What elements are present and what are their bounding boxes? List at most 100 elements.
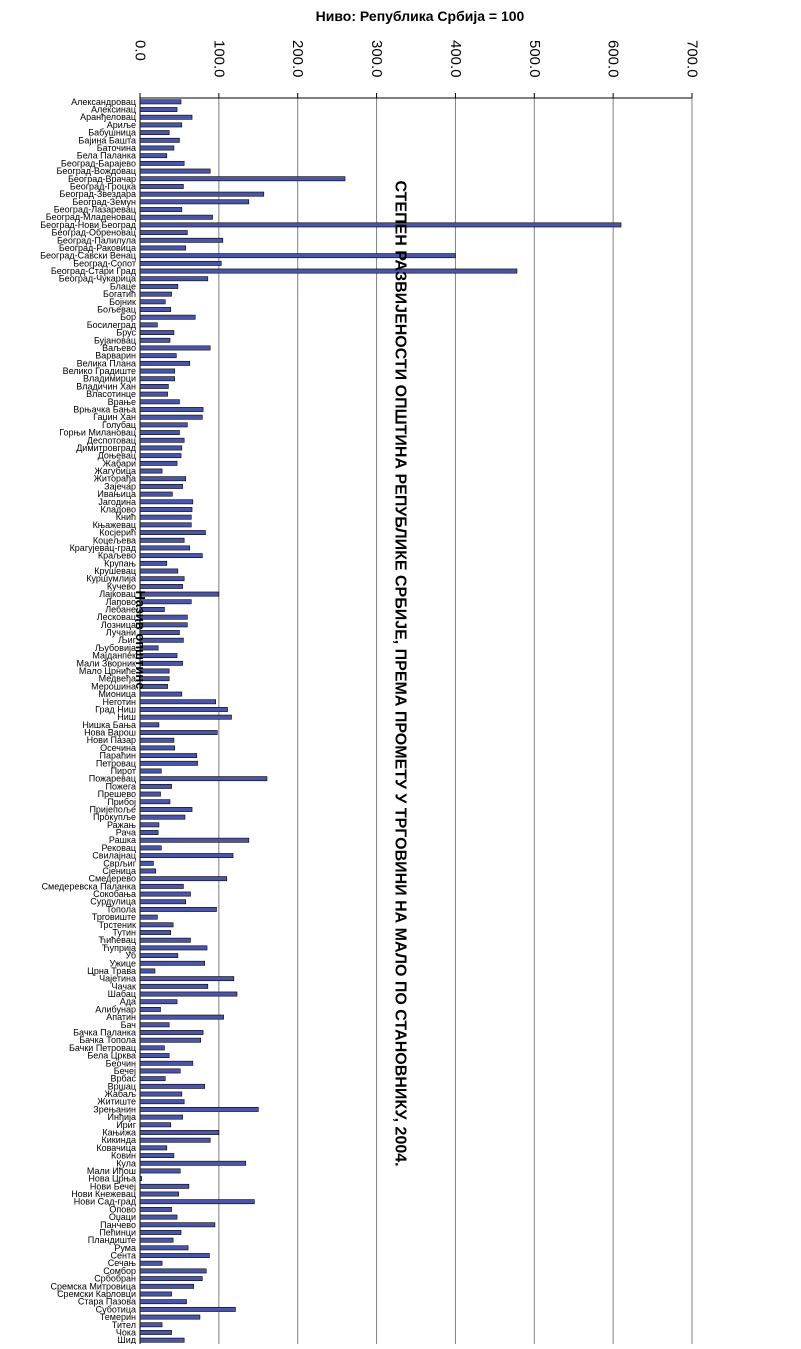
y-tick-label: Нова Варош	[84, 728, 136, 738]
bar	[139, 1053, 170, 1058]
y-tick-label: Куршумлија	[86, 574, 136, 584]
bar	[139, 645, 159, 651]
y-tick-label: Аранђеловац	[80, 112, 136, 122]
bar	[139, 1260, 163, 1266]
bar	[139, 1306, 236, 1312]
y-tick-label: Београд-Звездара	[59, 189, 136, 199]
bar	[139, 730, 218, 735]
y-tick-label: Љубовија	[95, 643, 136, 653]
bar	[139, 453, 182, 459]
y-tick-label: Бечеј	[114, 1066, 136, 1076]
x-tick-label: 700.0	[684, 40, 701, 78]
bar	[139, 160, 185, 166]
y-tick-label: Темерин	[100, 1312, 136, 1322]
y-tick-label: Београд-Палилула	[57, 235, 136, 245]
y-tick-label: Жабари	[103, 458, 136, 468]
y-tick-label: Црна Трава	[87, 966, 136, 976]
bar	[139, 445, 183, 451]
bar	[139, 699, 217, 705]
bar	[139, 1076, 166, 1082]
y-tick-label: Параћин	[100, 751, 137, 761]
y-tick-label: Бајина Башта	[78, 135, 136, 145]
y-tick-label: Топола	[106, 904, 136, 914]
bar	[139, 299, 166, 305]
y-tick-label: Вршац	[108, 1081, 136, 1091]
y-tick-label: Богатић	[103, 289, 136, 299]
bar	[139, 507, 193, 512]
y-tick-label: Ковачица	[96, 1143, 136, 1153]
y-tick-label: Брус	[116, 328, 136, 338]
bar	[139, 483, 183, 489]
bar	[139, 1199, 255, 1205]
bar	[139, 337, 171, 343]
bar	[139, 1037, 202, 1043]
bar	[139, 1322, 163, 1328]
y-tick-label: Београд-Стари Град	[51, 266, 137, 276]
y-tick-label: Тутин	[112, 928, 136, 938]
bar	[139, 860, 154, 866]
y-tick-label: Београд-Младеновац	[46, 212, 136, 222]
bar	[139, 799, 171, 805]
bar	[139, 199, 250, 205]
y-tick-label: Жабаљ	[104, 1089, 136, 1099]
y-tick-label: Сечањ	[108, 1258, 136, 1268]
y-tick-label: Крупањ	[104, 558, 136, 568]
y-tick-label: Шид	[117, 1335, 136, 1344]
bar	[139, 145, 175, 151]
y-tick-label: Сента	[110, 1251, 136, 1261]
y-tick-label: Владичин Хан	[76, 381, 136, 391]
y-tick-label: Бојник	[109, 297, 136, 307]
y-tick-label: Бабушница	[88, 128, 136, 138]
bar	[139, 122, 183, 128]
bar	[139, 460, 178, 466]
y-tick-label: Суботица	[96, 1304, 136, 1314]
y-tick-label: Сремска Митровица	[51, 1281, 136, 1291]
y-tick-label: Кладово	[101, 504, 136, 514]
y-tick-label: Лајковац	[99, 589, 136, 599]
y-tick-label: Кањижа	[102, 1127, 136, 1137]
y-tick-label: Ириг	[116, 1120, 137, 1130]
y-tick-label: Нови Пазар	[87, 735, 136, 745]
bar	[139, 222, 622, 228]
y-tick-label: Кучево	[107, 581, 136, 591]
bar	[139, 1237, 174, 1243]
bar	[139, 922, 174, 928]
bar	[139, 1337, 185, 1343]
y-tick-label: Сврљиг	[103, 858, 136, 868]
y-tick-label: Београд-Земун	[72, 197, 136, 207]
bar	[139, 1276, 203, 1282]
y-tick-label: Београд-Сопот	[73, 258, 136, 268]
bar	[139, 622, 188, 628]
bar	[139, 468, 163, 474]
y-tick-label: Бачка Топола	[79, 1035, 136, 1045]
bar	[139, 930, 172, 935]
bar	[139, 945, 208, 951]
bar	[139, 760, 198, 766]
bar	[139, 753, 198, 759]
y-tick-label: Рума	[114, 1243, 136, 1253]
x-tick-label: 0.0	[132, 40, 149, 61]
y-tick-label: Босилеград	[87, 320, 137, 330]
bar	[139, 237, 224, 243]
y-tick-label: Београд-Вождовац	[57, 166, 136, 176]
bar	[139, 822, 160, 828]
y-tick-label: Лапово	[106, 597, 136, 607]
bar	[139, 599, 192, 605]
y-tick-label: Мали Зворник	[77, 658, 137, 668]
y-tick-label: Ужице	[109, 958, 136, 968]
bar	[139, 807, 193, 812]
y-tick-label: Сурдулица	[90, 897, 136, 907]
bar	[139, 491, 173, 497]
x-tick-label: 100.0	[210, 40, 227, 78]
bar	[139, 876, 228, 882]
y-tick-label: Ариље	[107, 120, 136, 130]
y-tick-label: Љиг	[118, 635, 137, 645]
y-tick-label: Коцељева	[93, 535, 136, 545]
y-tick-label: Сомбор	[103, 1266, 136, 1276]
bar	[139, 414, 203, 420]
bar	[139, 260, 222, 266]
y-tick-label: Пирот	[111, 766, 136, 776]
y-tick-label: Алибунар	[95, 1004, 136, 1014]
bar	[139, 153, 168, 159]
